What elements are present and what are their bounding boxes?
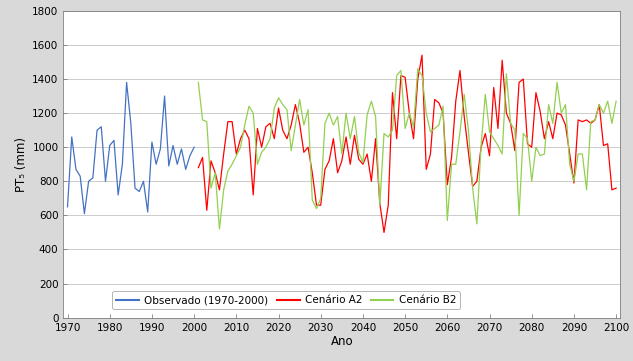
Legend: Observado (1970-2000), Cenário A2, Cenário B2: Observado (1970-2000), Cenário A2, Cenár… [112, 291, 460, 309]
Y-axis label: PT₅ (mm): PT₅ (mm) [15, 137, 28, 192]
X-axis label: Ano: Ano [330, 335, 353, 348]
